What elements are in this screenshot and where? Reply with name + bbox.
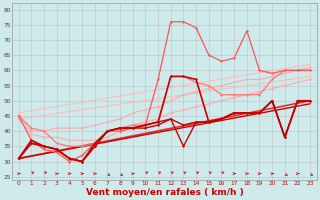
X-axis label: Vent moyen/en rafales ( km/h ): Vent moyen/en rafales ( km/h ) [85, 188, 243, 197]
